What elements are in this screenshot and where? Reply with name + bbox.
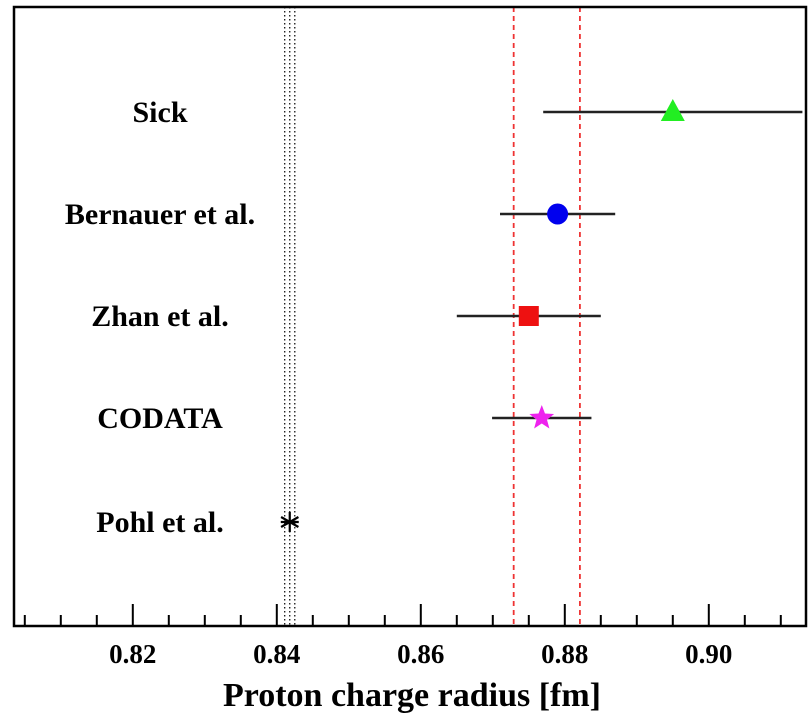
tick-label: 0.82 — [109, 639, 156, 669]
tick-label: 0.86 — [397, 639, 444, 669]
row-label: CODATA — [97, 402, 223, 435]
plot-border — [12, 5, 808, 628]
row-label: Pohl et al. — [96, 506, 224, 539]
row-label: Bernauer et al. — [65, 198, 255, 231]
row-label: Sick — [132, 96, 187, 129]
x-axis-ticks — [23, 604, 782, 626]
tick-label: 0.90 — [685, 639, 732, 669]
marker-circle — [547, 203, 569, 225]
plot-frame — [12, 5, 808, 628]
marker-triangle — [660, 99, 685, 121]
marker-square — [518, 306, 539, 326]
marker-star — [529, 405, 555, 429]
tick-label: 0.88 — [541, 639, 588, 669]
row-label: Zhan et al. — [91, 300, 229, 333]
data-points — [280, 99, 803, 532]
row-labels: Sick Bernauer et al. Zhan et al. CODATA Pohl… — [65, 96, 255, 539]
x-axis-label: Proton charge radius [fm] — [223, 677, 601, 714]
x-axis-tick-labels: 0.82 0.84 0.86 0.88 0.90 — [109, 639, 732, 669]
tick-label: 0.84 — [253, 639, 300, 669]
marker-asterisk — [280, 512, 299, 532]
